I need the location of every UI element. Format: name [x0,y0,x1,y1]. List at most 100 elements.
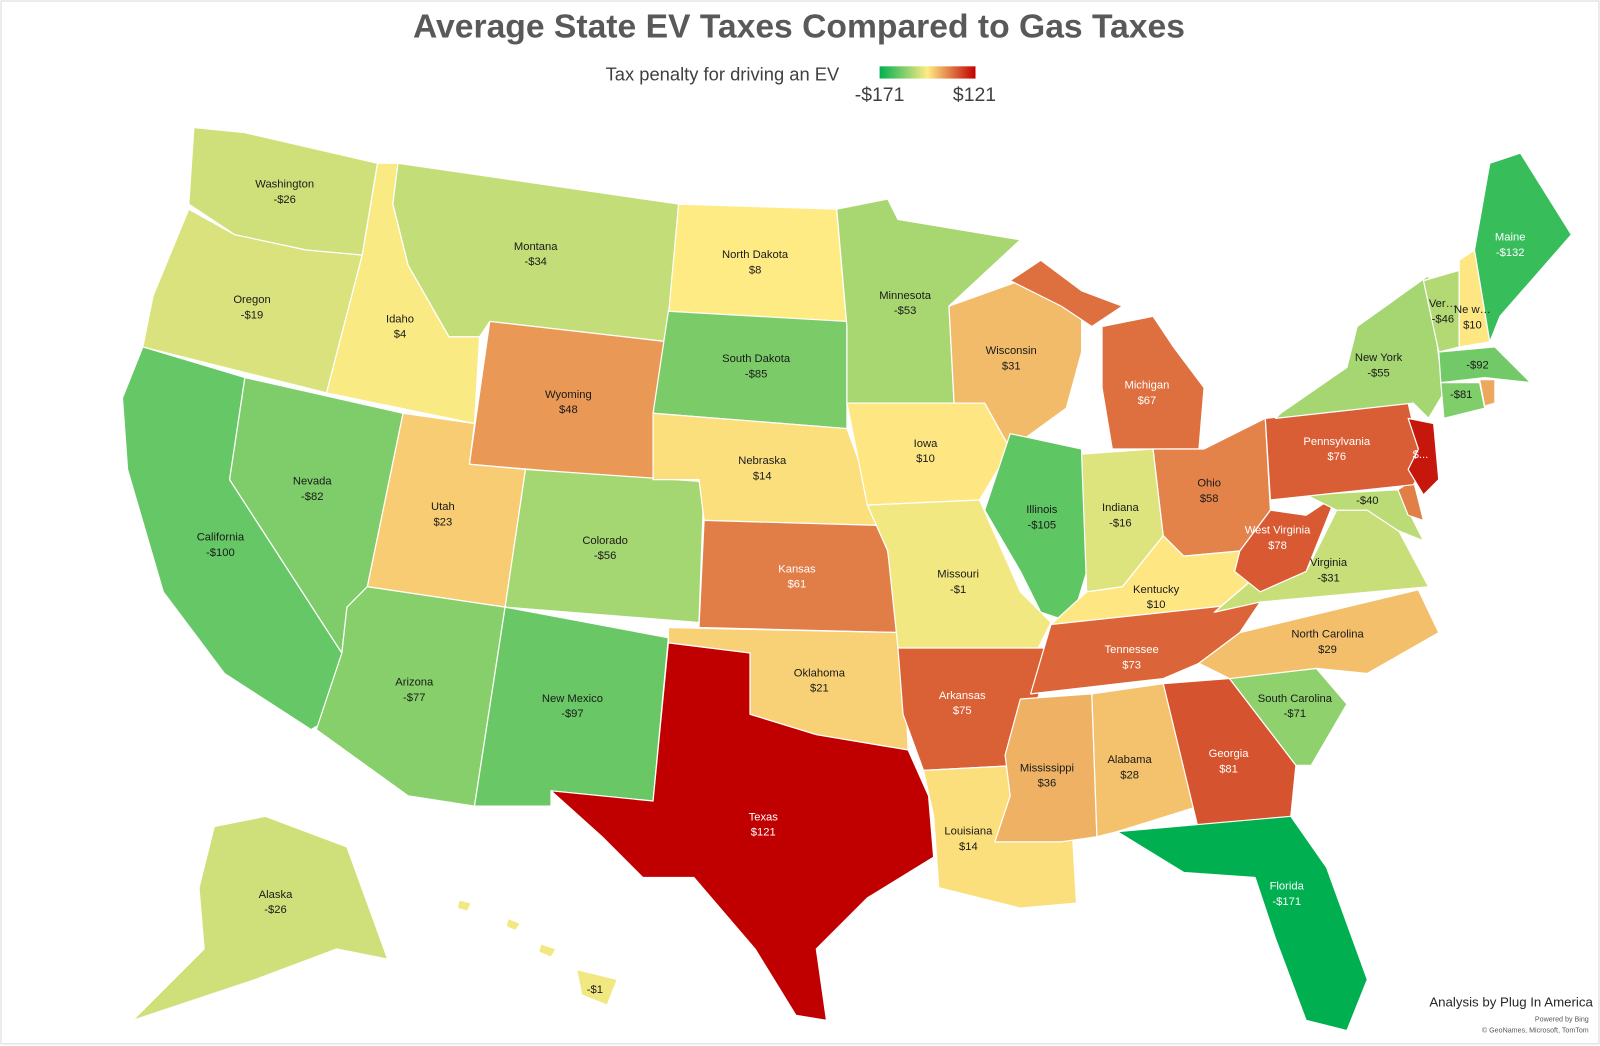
state-value: $75 [953,705,972,717]
legend-label: Tax penalty for driving an EV [606,63,840,84]
state-name: Alabama [1107,754,1152,766]
state-name: Texas [749,811,779,823]
state-name: New Mexico [542,693,603,705]
state-value: -$77 [403,692,425,704]
state-name: West Virginia [1245,525,1311,537]
state-name: North Carolina [1291,629,1364,641]
state-name: Michigan [1124,380,1169,392]
state-value: -$92 [1466,359,1488,371]
state-name: Louisiana [944,826,993,838]
state-value: -$40 [1356,495,1378,507]
copyright: © GeoNames, Microsoft, TomTom [1482,1026,1589,1034]
state-value: $10 [1463,319,1482,331]
state-value: $14 [959,841,978,853]
state-region [132,815,389,1022]
state-value: -$100 [206,547,235,559]
state-value: -$53 [894,305,916,317]
state-value: -$1 [950,584,966,596]
state-value: $28 [1120,769,1139,781]
credit: Analysis by Plug In America [1429,995,1593,1010]
state-value: $4 [394,329,406,341]
state-value: $... [1413,449,1429,461]
state-value: -$105 [1027,519,1056,531]
state-value: -$97 [561,708,583,720]
legend-min: -$171 [855,84,905,106]
state-value: -$56 [594,550,616,562]
state-value: -$171 [1272,896,1301,908]
state-value: -$19 [241,309,263,321]
state-region [1198,589,1440,680]
state-value: -$55 [1367,367,1389,379]
state-value: $81 [1219,763,1238,775]
state-value: $10 [1147,599,1166,611]
state-value: -$82 [301,491,323,503]
state-value: $10 [916,453,935,465]
legend-gradient [879,66,976,79]
state-name: Ne w… [1454,304,1491,316]
state-value: -$26 [264,904,286,916]
state-value: -$71 [1284,708,1306,720]
state-value: $36 [1038,778,1057,790]
state-region [698,519,904,634]
state-region [1438,346,1532,384]
state-name: Indiana [1102,502,1140,514]
state-name: South Dakota [722,353,791,365]
state-value: -$46 [1432,313,1454,325]
state-name: Illinois [1026,504,1058,516]
state-region [1478,378,1496,407]
state-name: Washington [255,179,314,191]
state-value: -$85 [745,368,767,380]
state-value: $14 [753,470,772,482]
state-name: Minnesota [879,290,932,302]
state-name: Idaho [386,313,414,325]
powered-by: Powered by Bing [1535,1015,1589,1023]
state-name: South Carolina [1258,693,1333,705]
state-region [550,642,935,1022]
state-region [1162,677,1297,833]
state-value: -$1 [587,984,603,996]
state-value: $67 [1138,395,1157,407]
state-name: Ohio [1197,478,1221,490]
state-value: -$34 [524,256,546,268]
state-value: $76 [1327,451,1346,463]
state-name: Nevada [293,476,332,488]
state-value: $48 [559,404,578,416]
state-name: Florida [1270,881,1305,893]
state-region [473,606,669,807]
state-value: $31 [1002,360,1021,372]
state-value: $121 [751,827,776,839]
state-value: $23 [433,516,452,528]
legend-max: $121 [953,84,996,106]
state-value: $58 [1200,493,1219,505]
state-name: New York [1355,352,1403,364]
state-region [1116,815,1368,1032]
state-name: Ver… [1429,298,1457,310]
state-name: Virginia [1310,557,1348,569]
state-name: Kentucky [1133,584,1180,596]
state-region [456,899,618,1006]
state-name: Tennessee [1104,644,1158,656]
state-name: Maine [1495,232,1526,244]
state-value: $8 [749,264,761,276]
state-name: Wyoming [545,389,592,401]
state-name: Oregon [233,294,270,306]
state-value: -$16 [1109,517,1131,529]
state-region [1234,494,1338,593]
state-region [1440,382,1486,419]
state-name: Missouri [937,568,979,580]
state-name: Iowa [914,438,938,450]
state-value: $61 [788,579,807,591]
state-name: Wisconsin [986,345,1037,357]
state-name: Arizona [395,677,434,689]
state-name: Arkansas [939,690,986,702]
state-name: North Dakota [722,249,789,261]
state-name: Utah [431,501,455,513]
state-region [1407,417,1440,496]
state-name: California [197,532,245,544]
state-value: -$26 [273,194,295,206]
state-value: -$81 [1450,389,1472,401]
state-name: Kansas [778,563,816,575]
state-name: Georgia [1209,748,1250,760]
